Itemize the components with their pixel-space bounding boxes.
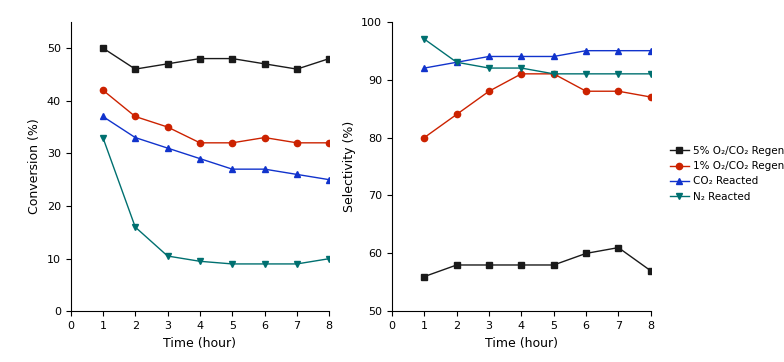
5% O₂/CO₂ Regen <box>292 67 302 71</box>
N₂ Reacted <box>163 254 172 258</box>
5% O₂/CO₂ Regen <box>163 62 172 66</box>
X-axis label: Time (hour): Time (hour) <box>163 337 237 350</box>
Legend: 5% O₂/CO₂ Regen, 1% O₂/CO₂ Regen, CO₂ Reacted, N₂ Reacted: 5% O₂/CO₂ Regen, 1% O₂/CO₂ Regen, CO₂ Re… <box>668 144 784 204</box>
N₂ Reacted <box>485 66 494 70</box>
N₂ Reacted <box>292 262 302 266</box>
N₂ Reacted <box>325 257 334 261</box>
5% O₂/CO₂ Regen <box>581 251 591 256</box>
1% O₂/CO₂ Regen <box>581 89 591 93</box>
Y-axis label: Selectivity (%): Selectivity (%) <box>343 121 356 212</box>
Line: 1% O₂/CO₂ Regen: 1% O₂/CO₂ Regen <box>421 71 654 141</box>
1% O₂/CO₂ Regen <box>549 72 558 76</box>
5% O₂/CO₂ Regen <box>549 263 558 267</box>
5% O₂/CO₂ Regen <box>452 263 461 267</box>
N₂ Reacted <box>130 225 140 229</box>
CO₂ Reacted <box>581 49 591 53</box>
1% O₂/CO₂ Regen <box>485 89 494 93</box>
Line: CO₂ Reacted: CO₂ Reacted <box>421 47 654 71</box>
1% O₂/CO₂ Regen <box>517 72 526 76</box>
CO₂ Reacted <box>195 156 205 161</box>
CO₂ Reacted <box>292 172 302 177</box>
1% O₂/CO₂ Regen <box>227 141 237 145</box>
CO₂ Reacted <box>452 60 461 64</box>
5% O₂/CO₂ Regen <box>130 67 140 71</box>
5% O₂/CO₂ Regen <box>260 62 270 66</box>
Line: CO₂ Reacted: CO₂ Reacted <box>100 113 332 183</box>
5% O₂/CO₂ Regen <box>646 269 655 273</box>
CO₂ Reacted <box>485 54 494 59</box>
N₂ Reacted <box>517 66 526 70</box>
1% O₂/CO₂ Regen <box>130 114 140 119</box>
X-axis label: Time (hour): Time (hour) <box>485 337 558 350</box>
N₂ Reacted <box>260 262 270 266</box>
1% O₂/CO₂ Regen <box>419 135 429 140</box>
Line: 5% O₂/CO₂ Regen: 5% O₂/CO₂ Regen <box>421 244 654 280</box>
CO₂ Reacted <box>163 146 172 150</box>
1% O₂/CO₂ Regen <box>452 112 461 117</box>
5% O₂/CO₂ Regen <box>419 274 429 279</box>
CO₂ Reacted <box>419 66 429 70</box>
Line: 5% O₂/CO₂ Regen: 5% O₂/CO₂ Regen <box>100 45 332 72</box>
5% O₂/CO₂ Regen <box>98 46 107 50</box>
1% O₂/CO₂ Regen <box>646 95 655 99</box>
1% O₂/CO₂ Regen <box>614 89 623 93</box>
CO₂ Reacted <box>646 49 655 53</box>
5% O₂/CO₂ Regen <box>227 56 237 61</box>
1% O₂/CO₂ Regen <box>325 141 334 145</box>
1% O₂/CO₂ Regen <box>292 141 302 145</box>
5% O₂/CO₂ Regen <box>325 56 334 61</box>
CO₂ Reacted <box>130 135 140 140</box>
N₂ Reacted <box>549 72 558 76</box>
5% O₂/CO₂ Regen <box>517 263 526 267</box>
CO₂ Reacted <box>260 167 270 171</box>
N₂ Reacted <box>614 72 623 76</box>
5% O₂/CO₂ Regen <box>195 56 205 61</box>
1% O₂/CO₂ Regen <box>195 141 205 145</box>
Y-axis label: Conversion (%): Conversion (%) <box>28 119 41 214</box>
N₂ Reacted <box>98 135 107 140</box>
Line: N₂ Reacted: N₂ Reacted <box>100 134 332 267</box>
CO₂ Reacted <box>614 49 623 53</box>
1% O₂/CO₂ Regen <box>163 125 172 129</box>
1% O₂/CO₂ Regen <box>98 88 107 92</box>
Line: N₂ Reacted: N₂ Reacted <box>421 36 654 77</box>
CO₂ Reacted <box>549 54 558 59</box>
CO₂ Reacted <box>98 114 107 119</box>
CO₂ Reacted <box>227 167 237 171</box>
Line: 1% O₂/CO₂ Regen: 1% O₂/CO₂ Regen <box>100 87 332 146</box>
5% O₂/CO₂ Regen <box>614 245 623 250</box>
1% O₂/CO₂ Regen <box>260 135 270 140</box>
CO₂ Reacted <box>517 54 526 59</box>
N₂ Reacted <box>452 60 461 64</box>
5% O₂/CO₂ Regen <box>485 263 494 267</box>
N₂ Reacted <box>581 72 591 76</box>
N₂ Reacted <box>646 72 655 76</box>
CO₂ Reacted <box>325 177 334 182</box>
N₂ Reacted <box>227 262 237 266</box>
N₂ Reacted <box>419 37 429 41</box>
N₂ Reacted <box>195 259 205 264</box>
